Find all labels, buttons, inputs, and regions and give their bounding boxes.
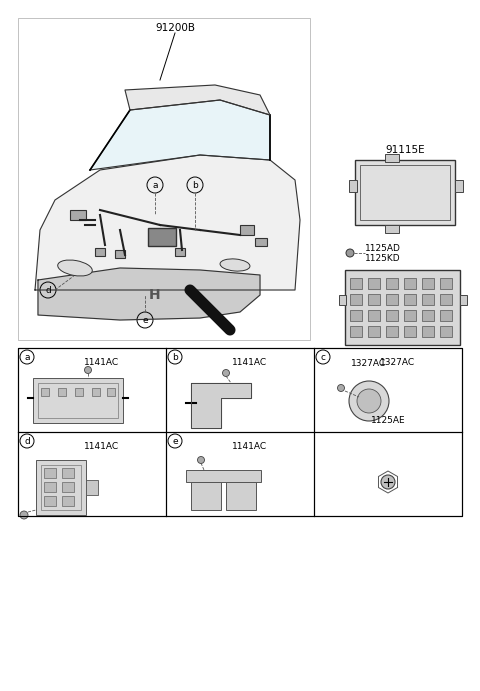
Circle shape bbox=[357, 389, 381, 413]
Text: b: b bbox=[172, 352, 178, 361]
Bar bbox=[368, 278, 380, 289]
Text: 1125AD: 1125AD bbox=[365, 243, 401, 252]
Bar bbox=[18, 18, 310, 340]
Bar bbox=[240, 225, 254, 235]
Bar bbox=[349, 180, 357, 192]
Bar bbox=[175, 248, 185, 256]
Polygon shape bbox=[125, 85, 270, 115]
Bar bbox=[422, 278, 434, 289]
Text: a: a bbox=[24, 352, 30, 361]
Bar bbox=[368, 326, 380, 337]
Bar bbox=[440, 326, 452, 337]
Bar bbox=[360, 165, 450, 220]
Bar bbox=[422, 294, 434, 305]
Text: d: d bbox=[45, 285, 51, 294]
Bar bbox=[186, 470, 261, 482]
Ellipse shape bbox=[58, 260, 92, 276]
Bar bbox=[44, 468, 56, 478]
Bar bbox=[70, 210, 86, 220]
Bar bbox=[62, 482, 74, 492]
Bar bbox=[115, 250, 125, 258]
Text: 1141AC: 1141AC bbox=[84, 357, 120, 366]
Text: 1141AC: 1141AC bbox=[84, 442, 120, 451]
Polygon shape bbox=[38, 268, 260, 320]
Bar bbox=[255, 238, 267, 246]
Text: e: e bbox=[142, 316, 148, 325]
Bar bbox=[18, 348, 462, 516]
Circle shape bbox=[349, 381, 389, 421]
Bar bbox=[385, 225, 399, 233]
Circle shape bbox=[20, 511, 28, 519]
Bar bbox=[345, 270, 460, 345]
Bar bbox=[350, 278, 362, 289]
Text: 1327AC: 1327AC bbox=[351, 359, 386, 368]
Bar bbox=[86, 480, 98, 495]
Circle shape bbox=[197, 457, 204, 464]
Bar bbox=[191, 482, 221, 510]
Circle shape bbox=[84, 366, 92, 374]
Bar bbox=[386, 310, 398, 321]
Circle shape bbox=[337, 384, 345, 392]
Bar bbox=[44, 496, 56, 506]
Bar bbox=[33, 378, 123, 423]
Bar bbox=[58, 388, 66, 396]
Bar bbox=[18, 348, 462, 516]
Bar bbox=[350, 326, 362, 337]
Circle shape bbox=[346, 249, 354, 257]
Bar bbox=[386, 278, 398, 289]
Bar bbox=[226, 482, 256, 510]
Ellipse shape bbox=[220, 259, 250, 271]
Polygon shape bbox=[35, 155, 300, 290]
Bar bbox=[41, 388, 49, 396]
Bar bbox=[62, 496, 74, 506]
Text: 1327AC: 1327AC bbox=[381, 357, 416, 366]
Text: b: b bbox=[192, 180, 198, 189]
Bar bbox=[355, 160, 455, 225]
Text: 1125KD: 1125KD bbox=[365, 254, 401, 263]
Bar bbox=[404, 326, 416, 337]
Circle shape bbox=[381, 475, 395, 489]
Bar bbox=[440, 294, 452, 305]
Bar bbox=[404, 294, 416, 305]
Bar bbox=[422, 326, 434, 337]
Bar bbox=[440, 310, 452, 321]
Bar bbox=[386, 326, 398, 337]
Bar bbox=[62, 468, 74, 478]
Text: H: H bbox=[149, 288, 161, 302]
Bar bbox=[148, 228, 176, 246]
Bar bbox=[92, 388, 100, 396]
Text: a: a bbox=[152, 180, 158, 189]
Bar bbox=[455, 180, 463, 192]
Text: d: d bbox=[24, 437, 30, 446]
Bar bbox=[404, 278, 416, 289]
Circle shape bbox=[223, 370, 229, 377]
Text: 91115E: 91115E bbox=[385, 145, 425, 155]
Text: 91200B: 91200B bbox=[155, 23, 195, 33]
Text: 1125AE: 1125AE bbox=[371, 415, 405, 424]
Bar bbox=[350, 294, 362, 305]
Text: 1141AC: 1141AC bbox=[232, 442, 267, 451]
Bar bbox=[404, 310, 416, 321]
Bar bbox=[75, 388, 83, 396]
Bar bbox=[350, 310, 362, 321]
Bar bbox=[36, 460, 86, 515]
Bar bbox=[422, 310, 434, 321]
Bar bbox=[44, 482, 56, 492]
Text: e: e bbox=[172, 437, 178, 446]
Bar bbox=[440, 278, 452, 289]
Bar bbox=[107, 388, 115, 396]
Text: c: c bbox=[321, 352, 325, 361]
Bar bbox=[95, 248, 105, 256]
Bar bbox=[41, 465, 81, 510]
Bar bbox=[460, 295, 467, 305]
Bar bbox=[339, 295, 346, 305]
Bar bbox=[385, 154, 399, 162]
Bar bbox=[368, 310, 380, 321]
Bar bbox=[386, 294, 398, 305]
Text: 1141AC: 1141AC bbox=[232, 357, 267, 366]
Polygon shape bbox=[90, 100, 270, 170]
Bar bbox=[368, 294, 380, 305]
Bar bbox=[38, 383, 118, 418]
Polygon shape bbox=[191, 383, 251, 428]
